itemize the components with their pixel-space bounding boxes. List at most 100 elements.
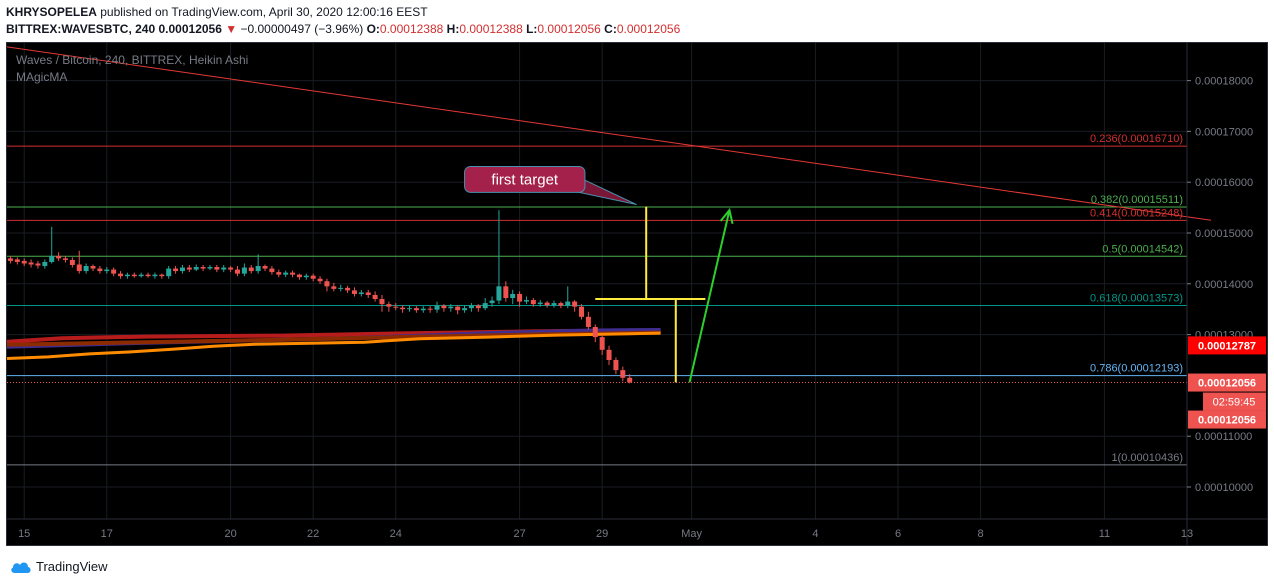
candle-body	[310, 275, 316, 279]
price-tick-label: 0.00011000	[1195, 431, 1252, 443]
candle-body	[296, 274, 302, 278]
tradingview-logo[interactable]: TradingView	[10, 559, 108, 574]
price-badge-text: 0.00012056	[1198, 378, 1256, 390]
change-value: −0.00000497 (−3.96%)	[240, 22, 364, 36]
candle-body	[551, 303, 557, 306]
candle-body	[434, 305, 440, 310]
time-tick-label: 11	[1099, 528, 1110, 540]
time-tick-label: 24	[390, 528, 402, 540]
candle-body	[69, 259, 75, 265]
candle-body	[475, 305, 481, 309]
candle-body	[234, 269, 240, 274]
open-label: O:	[366, 22, 380, 36]
callout-box[interactable]	[464, 165, 586, 193]
candle-body	[331, 286, 337, 289]
tradingview-cloud-icon	[11, 562, 31, 573]
indicator-label[interactable]: MAgicMA	[16, 70, 68, 84]
candle-body	[489, 300, 495, 304]
candle-body	[111, 269, 117, 274]
candle-body	[303, 275, 309, 278]
candle-body	[118, 273, 124, 277]
candle-body	[517, 293, 523, 302]
high-label: H:	[446, 22, 460, 36]
close-label: C:	[604, 22, 617, 36]
chart-area[interactable]: 0.236(0.00016710) 0.382(0.00015511) 0.414(…	[6, 42, 1268, 546]
price-badge-text: 0.00012787	[1198, 340, 1256, 352]
publisher-name[interactable]: KHRYSOPELEA	[6, 5, 97, 19]
price-tick-label: 0.00015000	[1195, 228, 1253, 240]
open-value: 0.00012388	[379, 22, 444, 36]
candle-body	[372, 294, 378, 300]
candle-body	[269, 268, 275, 273]
candle-body	[221, 267, 227, 270]
candle-body	[7, 258, 13, 261]
time-tick-label: 29	[596, 528, 608, 540]
axis-layer[interactable]: 0.00018000 0.00017000 0.00016000 0.00015000…	[7, 43, 1267, 545]
fib-level-label: 0.618(0.00013573)	[1090, 292, 1183, 304]
countdown-badge	[1203, 392, 1266, 411]
ma_orange-line	[7, 331, 661, 360]
candle-body	[345, 287, 351, 291]
candle-body	[503, 286, 509, 299]
time-tick-label: 15	[18, 528, 30, 540]
descending-trendline[interactable]	[7, 43, 1212, 221]
price-tick-label: 0.00014000	[1195, 279, 1253, 291]
candle-body	[393, 306, 399, 308]
candle-body	[42, 261, 48, 267]
candle-body	[90, 266, 96, 269]
price-badge[interactable]	[1188, 336, 1266, 355]
candle-body	[613, 359, 619, 371]
candle-body	[166, 268, 172, 277]
ma-layer	[7, 328, 661, 360]
candle-body	[627, 377, 633, 383]
candle-body	[537, 302, 543, 305]
candle-body	[255, 266, 261, 272]
candle-body	[186, 267, 192, 270]
fib-level-label: 0.786(0.00012193)	[1090, 363, 1183, 375]
candle-body	[365, 292, 371, 295]
candle-body	[606, 349, 612, 360]
candle-body	[179, 267, 185, 272]
fib-level-label: 0.414(0.00015248)	[1090, 207, 1183, 219]
candle-body	[138, 274, 144, 277]
fib-level-label: 0.5(0.00014542)	[1102, 243, 1183, 255]
drawing-layer[interactable]: first target	[464, 165, 734, 383]
price-badge[interactable]	[1188, 373, 1266, 392]
candle-body	[228, 267, 234, 270]
candle-body	[523, 300, 529, 302]
last-price: 0.00012056	[158, 22, 222, 36]
candle-body	[565, 301, 571, 306]
fib-level-label: 1(0.00010436)	[1111, 452, 1183, 464]
candle-body	[482, 303, 488, 309]
fib-level-label: 0.236(0.00016710)	[1090, 133, 1183, 145]
candle-body	[448, 306, 454, 309]
trendline-layer[interactable]	[7, 43, 1212, 221]
time-tick-label: 13	[1181, 528, 1193, 540]
target-arrow[interactable]	[688, 209, 731, 383]
candle-body	[496, 286, 502, 301]
candle-body	[592, 326, 598, 338]
chart-svg[interactable]: 0.236(0.00016710) 0.382(0.00015511)0.414(…	[7, 43, 1267, 545]
candle-body	[530, 300, 536, 305]
candle-body	[276, 272, 282, 275]
candle-body	[62, 258, 68, 260]
price-tick-label: 0.00017000	[1195, 126, 1253, 138]
candle-body	[200, 267, 206, 269]
candle-body	[468, 305, 474, 309]
candle-body	[441, 305, 447, 309]
candle-body	[193, 267, 199, 270]
high-value: 0.00012388	[459, 22, 523, 36]
candle-body	[510, 293, 516, 299]
candle-body	[214, 267, 220, 270]
candle-body	[317, 278, 323, 282]
candle-body	[544, 302, 550, 306]
candle-body	[338, 287, 344, 289]
publish-line: KHRYSOPELEA published on TradingView.com…	[6, 5, 428, 19]
candle-body	[14, 259, 20, 262]
low-value: 0.00012056	[537, 22, 601, 36]
countdown-text: 02:59:45	[1213, 397, 1256, 409]
candle-body	[28, 262, 34, 265]
candle-body	[558, 303, 564, 306]
candle-body	[427, 308, 433, 310]
callout-text: first target	[491, 171, 559, 188]
